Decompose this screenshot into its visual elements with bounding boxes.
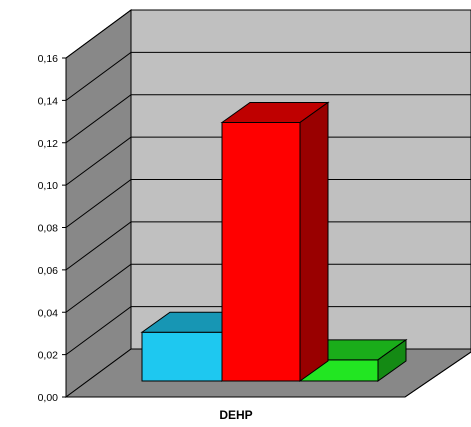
y-tick-label: 0,00 bbox=[38, 392, 59, 404]
x-category-label: DEHP bbox=[219, 408, 252, 422]
bar-front-1 bbox=[141, 331, 223, 382]
gridline bbox=[65, 51, 471, 101]
x-axis: DEHP bbox=[219, 408, 252, 422]
y-tick-label: 0,04 bbox=[38, 307, 59, 319]
bar-front-2 bbox=[221, 122, 301, 382]
floor-edge bbox=[404, 351, 471, 398]
gridline bbox=[65, 306, 471, 356]
y-tick-label: 0,08 bbox=[38, 223, 59, 235]
gridlines bbox=[65, 9, 471, 356]
gridline bbox=[65, 179, 471, 228]
y-tick-label: 0,16 bbox=[38, 53, 59, 65]
bars bbox=[140, 101, 408, 382]
y-tick-label: 0,10 bbox=[38, 180, 59, 192]
y-tick-label: 0,14 bbox=[38, 95, 59, 107]
bar-side-3 bbox=[377, 338, 407, 382]
y-axis: 0,00 0,02 0,04 0,06 0,08 0,10 0,12 0,14 0,16 bbox=[38, 53, 67, 404]
gridline bbox=[65, 221, 471, 271]
bar-side-2 bbox=[299, 101, 329, 382]
gridline bbox=[65, 136, 471, 186]
y-tick-label: 0,02 bbox=[38, 350, 59, 362]
gridline bbox=[65, 94, 471, 144]
y-tick-label: 0,06 bbox=[38, 265, 59, 277]
gridline bbox=[65, 263, 471, 313]
y-tick-label: 0,12 bbox=[38, 138, 59, 150]
gridline bbox=[65, 9, 471, 59]
